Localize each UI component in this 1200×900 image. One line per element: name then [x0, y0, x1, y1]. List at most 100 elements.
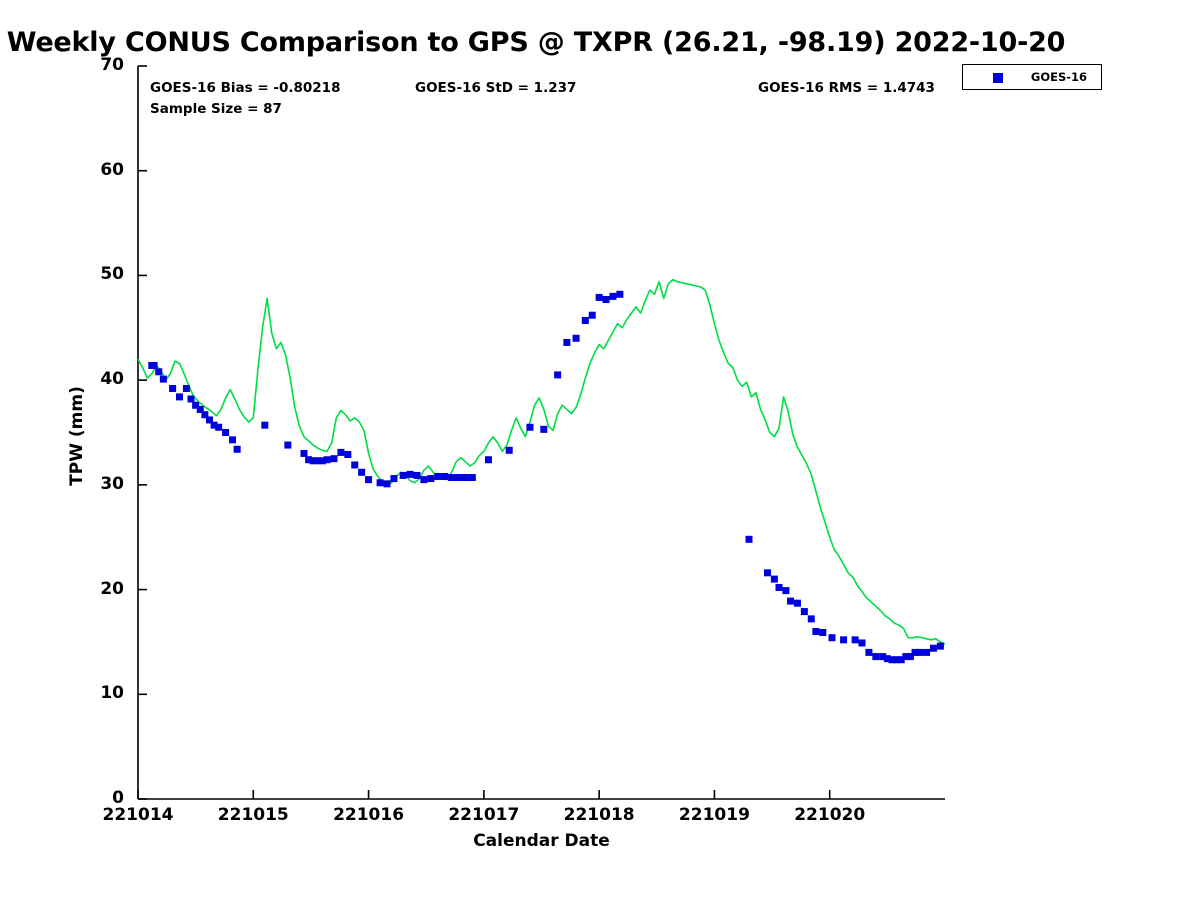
y-tick-label: 20: [100, 578, 124, 599]
data-point-marker: [314, 457, 322, 465]
data-point-marker: [300, 449, 308, 457]
data-point-marker: [893, 656, 901, 664]
legend-label-goes16: GOES-16: [1030, 70, 1088, 84]
data-point-marker: [775, 583, 783, 591]
data-point-marker: [872, 653, 880, 661]
stat-sample-size-text: Sample Size = 87: [150, 101, 282, 117]
data-point-marker: [454, 474, 462, 482]
data-point-marker: [819, 629, 827, 636]
data-point-marker: [554, 371, 562, 379]
data-point-marker: [505, 446, 513, 454]
chart-title: Weekly CONUS Comparison to GPS @ TXPR (2…: [6, 27, 1066, 58]
y-axis-label: TPW (mm): [67, 386, 87, 486]
data-point-marker: [351, 461, 359, 469]
data-point-marker: [911, 648, 919, 656]
data-point-marker: [155, 368, 163, 376]
data-point-marker: [745, 535, 753, 543]
data-point-marker: [851, 636, 859, 644]
y-tick-label: 0: [112, 788, 124, 808]
data-point-marker: [222, 429, 230, 436]
x-tick-label: 221017: [448, 805, 520, 825]
data-point-marker: [588, 311, 596, 319]
data-point-marker: [365, 476, 373, 484]
data-point-marker: [787, 597, 795, 605]
data-point-marker: [595, 293, 603, 301]
data-point-marker: [399, 471, 407, 479]
data-point-marker: [526, 423, 534, 431]
data-point-marker: [330, 455, 338, 463]
x-tick-label: 221018: [563, 805, 635, 825]
data-point-marker: [770, 575, 778, 583]
data-point-marker: [916, 648, 924, 656]
data-point-marker: [337, 448, 345, 456]
legend: GOES-16: [962, 64, 1102, 90]
y-tick-label: 10: [100, 683, 124, 704]
data-point-marker: [609, 292, 617, 300]
data-point-marker: [763, 569, 771, 577]
data-point-marker: [358, 468, 366, 476]
data-point-marker: [420, 476, 428, 484]
data-point-marker: [215, 423, 223, 431]
data-point-marker: [318, 457, 326, 465]
data-point-marker: [233, 445, 241, 453]
stat-bias-text: GOES-16 Bias = -0.80218: [150, 80, 341, 96]
data-point-marker: [159, 375, 167, 383]
data-point-marker: [840, 636, 848, 644]
data-point-marker: [406, 470, 414, 478]
data-point-marker: [187, 395, 195, 403]
data-point-marker: [906, 653, 914, 661]
stat-std-text: GOES-16 StD = 1.237: [415, 80, 577, 96]
stat-rms-text: GOES-16 RMS = 1.4743: [758, 80, 935, 96]
data-point-marker: [284, 441, 292, 449]
data-point-marker: [616, 290, 624, 298]
data-point-marker: [448, 474, 456, 482]
data-point-marker: [390, 475, 398, 483]
data-point-marker: [261, 421, 269, 429]
data-point-marker: [461, 474, 469, 482]
data-point-marker: [309, 457, 317, 465]
data-point-marker: [793, 599, 801, 607]
data-point-marker: [888, 656, 896, 664]
data-point-marker: [865, 648, 873, 656]
data-point-marker: [427, 475, 435, 483]
data-point-marker: [182, 385, 190, 393]
data-point-marker: [581, 316, 589, 324]
data-point-marker: [572, 334, 580, 342]
data-point-marker: [800, 608, 808, 616]
y-tick-label: 50: [100, 264, 124, 285]
data-point-marker: [413, 471, 421, 479]
x-tick-label: 221016: [333, 805, 405, 825]
legend-marker-goes16-icon: [993, 73, 1003, 83]
data-point-marker: [441, 472, 449, 480]
data-point-marker: [883, 655, 891, 663]
data-point-marker: [563, 338, 571, 346]
data-point-marker: [936, 642, 944, 650]
data-point-marker: [858, 639, 866, 647]
data-point-marker: [323, 456, 331, 464]
x-axis-label: Calendar Date: [473, 831, 610, 851]
data-point-marker: [229, 436, 237, 444]
data-point-marker: [812, 627, 820, 635]
x-tick-label: 221015: [217, 805, 289, 825]
data-point-marker: [929, 644, 937, 652]
data-point-marker: [897, 656, 905, 664]
data-point-marker: [879, 653, 887, 661]
data-point-marker: [540, 425, 548, 433]
data-point-marker: [169, 385, 177, 393]
data-point-marker: [176, 393, 183, 401]
x-tick-label: 221014: [102, 805, 174, 825]
data-point-marker: [782, 587, 790, 595]
series-line-gps: [137, 278, 946, 645]
x-tick-label: 221020: [794, 805, 866, 825]
data-point-marker: [484, 456, 492, 464]
series-scatter-goes-16: [148, 290, 944, 664]
data-point-marker: [205, 416, 213, 424]
data-point-marker: [468, 474, 476, 482]
data-point-marker: [602, 296, 610, 304]
data-point-marker: [344, 450, 352, 458]
y-tick-label: 30: [100, 473, 124, 494]
y-tick-label: 40: [100, 369, 124, 390]
data-point-marker: [192, 401, 200, 409]
data-point-marker: [196, 405, 204, 413]
